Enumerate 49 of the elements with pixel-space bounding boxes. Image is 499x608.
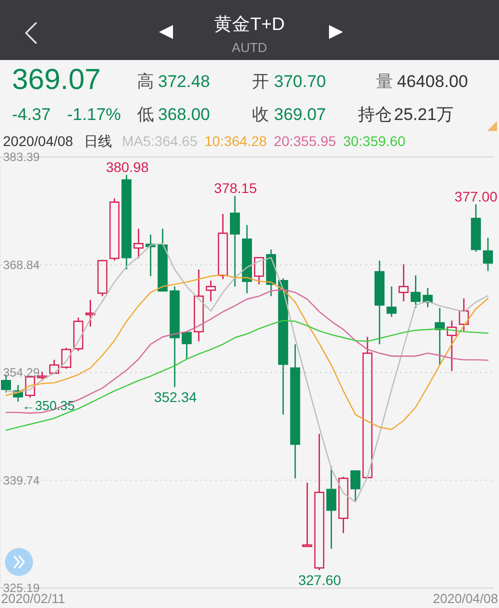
text: 369.07 [12, 62, 101, 98]
text: 30:359.60 [343, 132, 406, 150]
text: -1.17% [67, 105, 121, 125]
y-tick-label: 368.84 [3, 258, 40, 272]
text: 日线 [84, 132, 112, 150]
annotation: 377.00 [454, 188, 498, 204]
y-tick-label: 354.29 [3, 366, 40, 380]
annotation: 327.60 [298, 572, 342, 588]
candlestick [206, 280, 216, 302]
text: 收 [252, 105, 269, 125]
candlestick [230, 195, 240, 288]
candlestick [446, 320, 457, 372]
text: 10:364.28 [204, 132, 267, 150]
text: 370.70 [274, 72, 326, 92]
text: 高 [137, 72, 154, 92]
candlestick [218, 213, 228, 280]
candlestick [194, 268, 204, 342]
text: 持仓 [358, 105, 392, 125]
chart-title: 黄金T+D [213, 13, 286, 35]
y-tick-label: 339.74 [3, 473, 40, 488]
text: 2020/04/08 [432, 591, 498, 607]
line-series [5, 274, 489, 430]
candlestick [134, 228, 144, 260]
candlestick [170, 286, 180, 388]
text: 20:355.95 [274, 132, 336, 150]
text: 开 [252, 72, 269, 92]
text: -4.37 [12, 105, 51, 125]
text: 2020/04/08 [3, 132, 74, 150]
text: 372.48 [158, 72, 210, 92]
candlestick [85, 299, 96, 328]
text: 368.00 [158, 105, 210, 125]
annotation: 380.98 [106, 158, 149, 175]
candlestick [326, 466, 336, 550]
text: 2020/02/11 [1, 591, 66, 607]
annotation: 352.34 [154, 388, 197, 405]
chart-subtitle: AUTD [230, 40, 268, 56]
text: 25.21万 [394, 105, 454, 125]
candlestick [374, 260, 385, 345]
text: 量 [376, 72, 393, 92]
text: 46408.00 [397, 72, 468, 92]
text: 369.07 [274, 105, 326, 125]
candlestick [242, 224, 252, 294]
annotation: 378.15 [214, 180, 258, 196]
candlestick [290, 344, 300, 479]
line-series [5, 320, 489, 431]
y-tick-label: 383.39 [3, 150, 40, 164]
candlestick [398, 264, 409, 302]
line-series [5, 288, 489, 414]
text: 低 [137, 105, 154, 125]
